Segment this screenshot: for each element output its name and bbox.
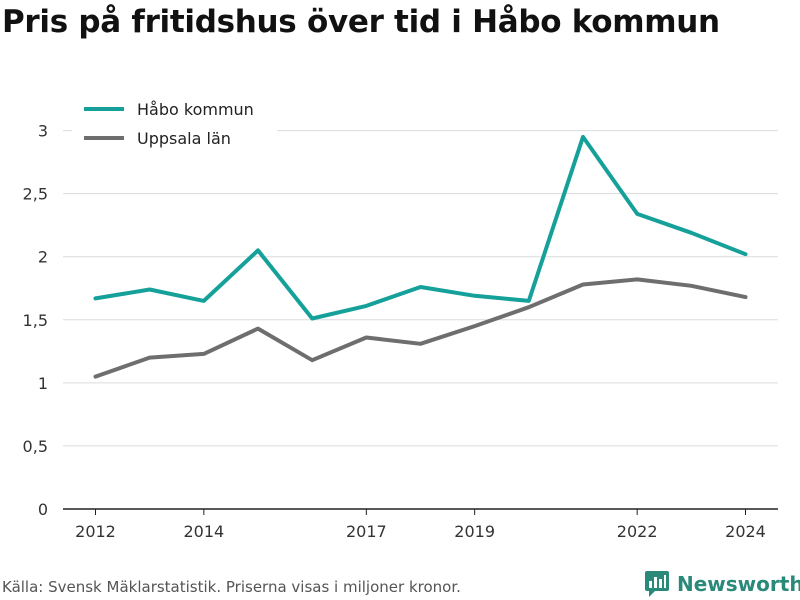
legend-label: Håbo kommun <box>137 100 254 119</box>
gridlines <box>63 130 778 510</box>
x-tick-label: 2019 <box>454 522 495 541</box>
legend-background <box>72 94 277 156</box>
x-tick-label: 2017 <box>346 522 387 541</box>
series-line-1[interactable] <box>93 277 748 379</box>
brand-logo[interactable]: Newsworthy <box>645 570 800 598</box>
brand-name: Newsworthy <box>677 572 800 596</box>
newsworthy-logo-icon <box>645 571 669 597</box>
y-tick-label: 2,5 <box>23 185 48 204</box>
x-axis-ticks: 2012 2014 2017 2019 2022 2024 <box>75 509 766 541</box>
chart-title: Pris på fritidshus över tid i Håbo kommu… <box>2 4 720 40</box>
x-tick-label: 2012 <box>75 522 116 541</box>
y-tick-label: 0 <box>38 500 48 519</box>
series-lines <box>93 134 748 379</box>
source-note: Källa: Svensk Mäklarstatistik. Priserna … <box>2 578 461 596</box>
series-line-0[interactable] <box>93 134 748 321</box>
x-tick-label: 2024 <box>725 522 766 541</box>
legend: Håbo kommun Uppsala län <box>72 94 277 156</box>
x-tick-label: 2022 <box>617 522 658 541</box>
y-axis-ticks: 0 0,5 1 1,5 2 2,5 3 <box>23 122 48 519</box>
y-tick-label: 1,5 <box>23 311 48 330</box>
y-tick-label: 1 <box>38 374 48 393</box>
y-tick-label: 3 <box>38 122 48 141</box>
y-tick-label: 0,5 <box>23 437 48 456</box>
y-tick-label: 2 <box>38 248 48 267</box>
x-tick-label: 2014 <box>183 522 224 541</box>
legend-label: Uppsala län <box>137 129 231 148</box>
